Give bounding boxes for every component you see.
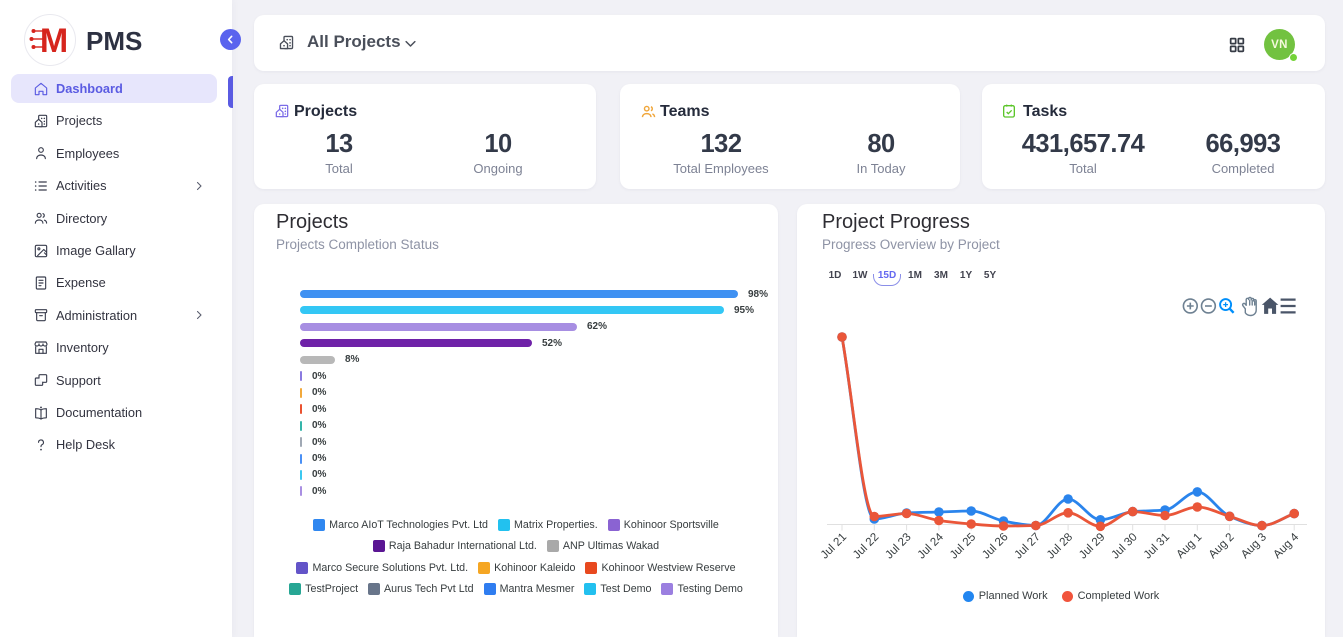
svg-text:Jul 24: Jul 24 xyxy=(915,530,946,561)
svg-text:Jul 30: Jul 30 xyxy=(1109,530,1140,561)
svg-text:Jul 27: Jul 27 xyxy=(1012,530,1043,561)
svg-text:Jul 26: Jul 26 xyxy=(980,530,1011,561)
svg-text:Aug 4: Aug 4 xyxy=(1271,530,1302,561)
svg-text:Jul 25: Jul 25 xyxy=(947,530,978,561)
svg-text:M: M xyxy=(40,22,68,60)
svg-text:Aug 1: Aug 1 xyxy=(1174,530,1205,561)
svg-text:Jul 22: Jul 22 xyxy=(850,530,881,561)
svg-text:Aug 3: Aug 3 xyxy=(1238,530,1269,561)
svg-text:Aug 2: Aug 2 xyxy=(1206,530,1237,561)
svg-text:Jul 31: Jul 31 xyxy=(1141,530,1172,561)
svg-text:Jul 23: Jul 23 xyxy=(883,530,914,561)
svg-text:Jul 21: Jul 21 xyxy=(818,530,849,561)
svg-text:Jul 29: Jul 29 xyxy=(1076,530,1107,561)
svg-text:Jul 28: Jul 28 xyxy=(1044,530,1075,561)
